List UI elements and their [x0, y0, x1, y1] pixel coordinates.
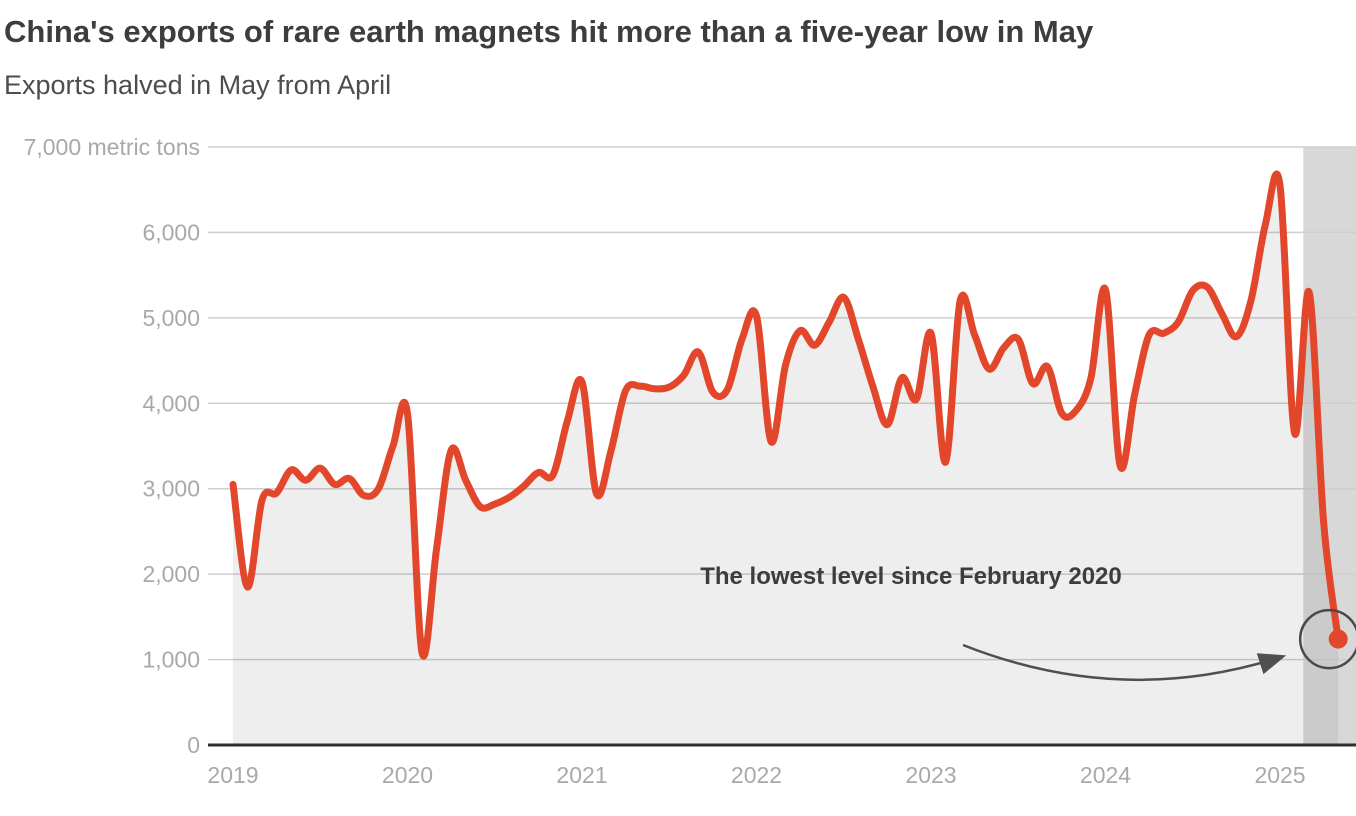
exports-line-series: [229, 170, 1342, 660]
y-axis-label-1000: 1,000: [142, 647, 200, 673]
y-axis-label-7000: 7,000 metric tons: [24, 134, 200, 160]
last-point-dot: [1328, 629, 1348, 649]
x-axis-label-2024: 2024: [1080, 762, 1131, 788]
x-axis-label-2021: 2021: [556, 762, 607, 788]
x-axis-label-2019: 2019: [207, 762, 258, 788]
highlight-band: [1303, 147, 1356, 745]
last-point-highlight-circle: [1298, 608, 1356, 670]
y-axis-label-3000: 3,000: [142, 476, 200, 502]
x-axis-label-2022: 2022: [731, 762, 782, 788]
area-fill: [233, 173, 1339, 746]
x-axis-label-2020: 2020: [382, 762, 433, 788]
chart-subtitle: Exports halved in May from April: [4, 70, 392, 100]
y-axis-label-5000: 5,000: [142, 305, 200, 331]
y-axis-label-2000: 2,000: [142, 561, 200, 587]
annotation-label: The lowest level since February 2020: [700, 563, 1122, 590]
x-axis-label-2025: 2025: [1254, 762, 1305, 788]
annotation-arrow: [962, 643, 1287, 681]
y-axis-label-4000: 4,000: [142, 390, 200, 416]
chart-title: China's exports of rare earth magnets hi…: [4, 14, 1094, 49]
y-axis-label-6000: 6,000: [142, 219, 200, 245]
y-axis-label-0: 0: [187, 732, 200, 758]
x-axis-label-2023: 2023: [905, 762, 956, 788]
